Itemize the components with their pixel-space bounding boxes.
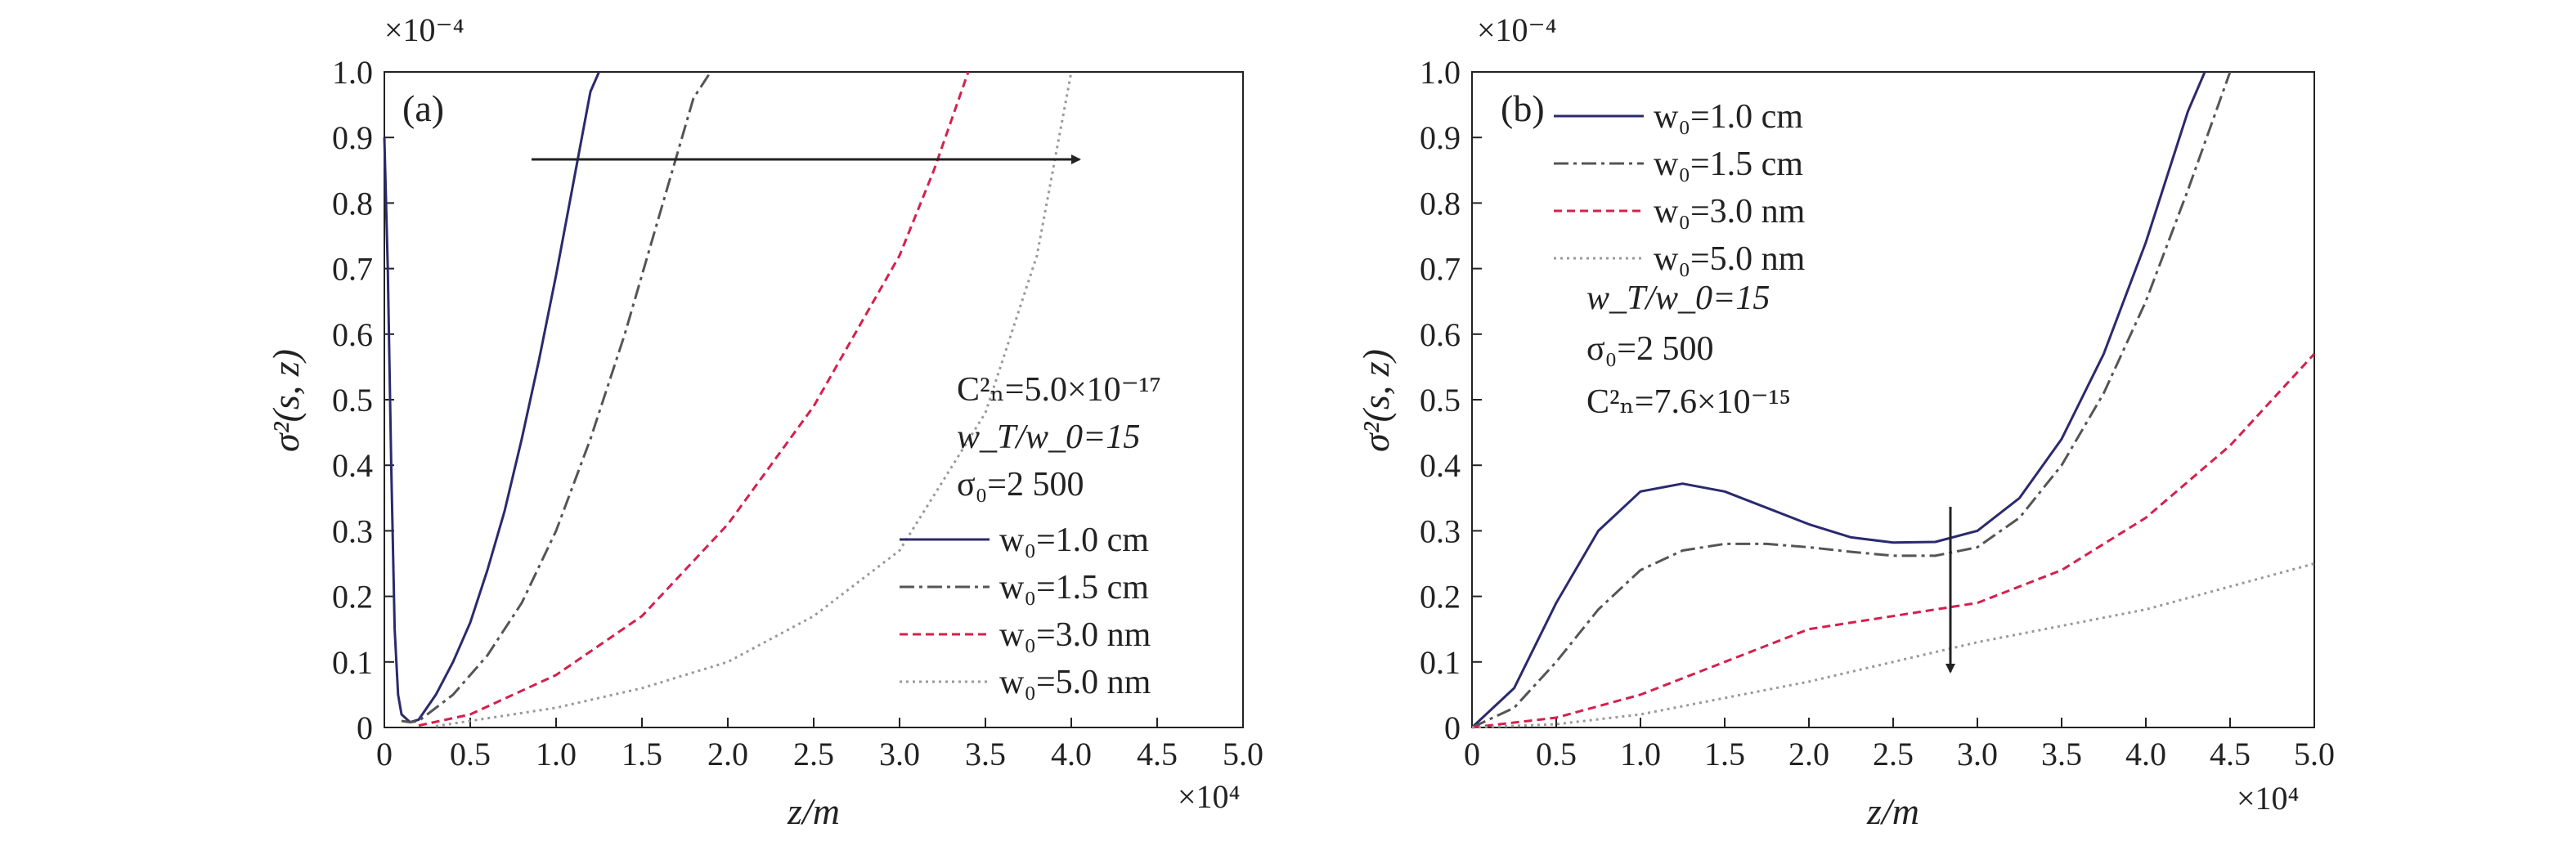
legend-label: w₀=1.5 cm <box>999 569 1149 607</box>
y-tick-label: 0.9 <box>332 119 373 156</box>
panel-label: (a) <box>402 87 444 129</box>
y-tick-label: 0.2 <box>332 579 373 615</box>
x-tick-label: 2.5 <box>1873 736 1914 772</box>
y-tick-label: 0.4 <box>1420 447 1461 484</box>
y-tick-label: 0.1 <box>1420 644 1461 681</box>
x-tick-label: 2.0 <box>707 736 748 772</box>
y-multiplier: ×10⁻⁴ <box>1477 11 1557 48</box>
x-tick-label: 3.0 <box>1957 736 1998 772</box>
x-multiplier: ×10⁴ <box>1178 778 1241 815</box>
y-tick-label: 0.2 <box>1420 579 1461 615</box>
y-tick-label: 1.0 <box>1420 54 1461 91</box>
y-tick-label: 0.9 <box>1420 119 1461 156</box>
legend-label: w₀=5.0 nm <box>999 664 1151 701</box>
y-tick-label: 0.8 <box>332 185 373 222</box>
x-tick-label: 4.0 <box>1051 736 1092 772</box>
x-tick-label: 0 <box>1464 736 1480 772</box>
y-tick-label: 0.3 <box>1420 513 1461 549</box>
series-line <box>1471 562 2315 729</box>
y-tick-label: 0.6 <box>1420 316 1461 353</box>
y-multiplier: ×10⁻⁴ <box>384 11 464 48</box>
legend-label: w₀=1.0 cm <box>999 521 1149 559</box>
x-tick-label: 2.5 <box>793 736 834 772</box>
series-line <box>1471 71 2232 729</box>
annotation-ratio: w_T/w_0=15 <box>1586 280 1770 317</box>
y-tick-label: 0.6 <box>332 316 373 353</box>
legend-label: w₀=3.0 nm <box>999 616 1151 654</box>
legend: w₀=1.0 cm w₀=1.5 cm w₀=3.0 nm w₀=5.0 nm <box>1554 98 1806 278</box>
x-multiplier: ×10⁴ <box>2237 780 2300 817</box>
y-tick-label: 0.7 <box>332 251 373 288</box>
series-line <box>435 71 1073 727</box>
y-axis-label: σ²(s, z) <box>265 349 307 452</box>
series-line <box>1471 352 2316 729</box>
legend-label: w₀=3.0 nm <box>1654 193 1806 231</box>
y-tick-label: 0.4 <box>332 447 373 484</box>
panel-b: 0 0.5 1.0 1.5 2.0 2.5 3.0 3.5 4.0 4.5 5.0 0 0.1 0.2 0.… <box>1355 11 2335 832</box>
series-line <box>418 71 970 727</box>
x-tick-label: 3.0 <box>879 736 920 772</box>
x-tick-label: 3.5 <box>965 736 1006 772</box>
x-tick-label: 0.5 <box>450 736 491 772</box>
y-tick-label: 0 <box>357 709 373 746</box>
annotation-ratio: w_T/w_0=15 <box>957 419 1140 456</box>
y-tick-label: 0.5 <box>332 382 373 419</box>
x-axis-label: z/m <box>787 790 840 832</box>
x-tick-label: 5.0 <box>1223 736 1263 772</box>
panel-a: 0 0.5 1.0 1.5 2.0 2.5 3.0 3.5 4.0 4.5 5.0 0 0.1 0.2 0.… <box>265 11 1263 832</box>
x-tick-label: 0.5 <box>1536 736 1577 772</box>
y-tick-label: 1.0 <box>332 54 373 91</box>
legend-label: w₀=1.0 cm <box>1654 98 1803 136</box>
y-tick-label: 0.7 <box>1420 251 1461 288</box>
x-tick-label: 1.0 <box>536 736 577 772</box>
annotation-sigma0: σ₀=2 500 <box>957 466 1084 504</box>
x-tick-label: 0 <box>376 736 393 772</box>
annotation-cn2: C²ₙ=7.6×10⁻¹⁵ <box>1586 383 1791 421</box>
y-tick-label: 0 <box>1444 709 1461 746</box>
annotation-cn2: C²ₙ=5.0×10⁻¹⁷ <box>957 371 1161 409</box>
x-tick-label: 1.5 <box>1704 736 1745 772</box>
y-tick-label: 0.5 <box>1420 382 1461 419</box>
legend-label: w₀=1.5 cm <box>1654 145 1803 183</box>
x-axis-label: z/m <box>1866 790 1919 832</box>
legend-label: w₀=5.0 nm <box>1654 240 1806 278</box>
series-line <box>383 71 600 724</box>
x-tick-label: 3.5 <box>2041 736 2082 772</box>
x-tick-label: 1.5 <box>622 736 662 772</box>
x-tick-label: 1.0 <box>1620 736 1661 772</box>
x-tick-label: 4.5 <box>2210 736 2251 772</box>
y-tick-label: 0.8 <box>1420 185 1461 222</box>
annotation-sigma0: σ₀=2 500 <box>1586 330 1713 368</box>
series-line <box>401 71 712 724</box>
y-tick-label: 0.3 <box>332 513 373 549</box>
x-tick-label: 5.0 <box>2294 736 2335 772</box>
y-tick-label: 0.1 <box>332 644 373 681</box>
x-tick-label: 2.0 <box>1788 736 1829 772</box>
legend: w₀=1.0 cm w₀=1.5 cm w₀=3.0 nm w₀=5.0 nm <box>900 521 1151 701</box>
x-tick-label: 4.0 <box>2125 736 2166 772</box>
panel-label: (b) <box>1501 87 1545 129</box>
x-tick-label: 4.5 <box>1137 736 1178 772</box>
y-axis-label: σ²(s, z) <box>1355 349 1397 452</box>
series-line <box>1470 71 2206 729</box>
